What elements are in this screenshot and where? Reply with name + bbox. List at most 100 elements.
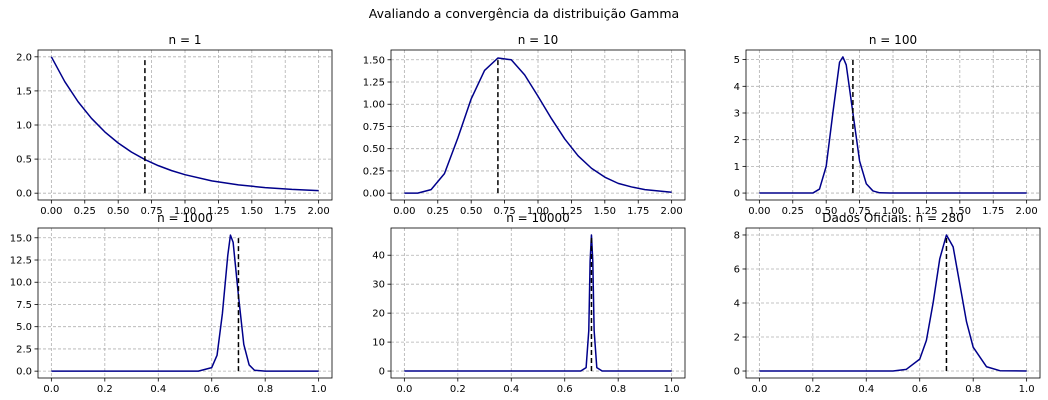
axes-frame	[37, 227, 333, 379]
x-tick-label: 0.25	[74, 206, 96, 217]
y-tick-label: 6	[734, 264, 740, 275]
y-tick-label: 10.0	[10, 278, 32, 289]
x-tick-label: 0.8	[965, 384, 981, 395]
x-tick-label: 1.00	[174, 206, 196, 217]
y-tick-label: 1.50	[363, 55, 385, 66]
x-tick-label: 1.25	[915, 206, 937, 217]
y-tick-label: 5	[734, 55, 740, 66]
chart-title: n = 10000	[506, 211, 569, 225]
x-tick-label: 0.6	[204, 384, 220, 395]
y-tick-label: 4	[734, 299, 740, 310]
axes-frame	[390, 49, 686, 201]
y-tick-label: 1.00	[363, 100, 385, 111]
x-tick-label: 0.6	[912, 384, 928, 395]
y-tick-label: 8	[734, 230, 740, 241]
y-tick-label: 0	[734, 367, 740, 378]
x-tick-label: 1.50	[241, 206, 263, 217]
x-tick-label: 1.00	[882, 206, 904, 217]
y-tick-label: 0.0	[16, 367, 32, 378]
plot-area	[38, 228, 332, 378]
x-tick-label: 1.75	[982, 206, 1004, 217]
y-tick-label: 1	[734, 162, 740, 173]
x-tick-label: 0.8	[257, 384, 273, 395]
y-tick-label: 7.5	[16, 300, 32, 311]
y-tick-label: 0.25	[363, 166, 385, 177]
y-tick-label: 1.0	[16, 121, 32, 132]
x-tick-label: 0.4	[503, 384, 519, 395]
x-tick-label: 0.50	[107, 206, 129, 217]
x-tick-label: 2.00	[1016, 206, 1038, 217]
x-tick-label: 0.2	[805, 384, 821, 395]
series-line	[759, 234, 1027, 372]
y-tick-label: 4	[734, 82, 740, 93]
y-tick-label: 30	[372, 280, 385, 291]
chart-title: n = 10	[518, 33, 559, 47]
plot-area	[391, 228, 685, 378]
y-tick-label: 2.5	[16, 344, 32, 355]
x-tick-label: 0.75	[493, 206, 515, 217]
x-tick-label: 0.0	[43, 384, 59, 395]
series-line	[759, 56, 1027, 194]
x-tick-label: 0.2	[97, 384, 113, 395]
x-tick-label: 1.75	[274, 206, 296, 217]
x-tick-label: 2.00	[661, 206, 683, 217]
series-line	[51, 234, 319, 372]
y-tick-label: 2.0	[16, 52, 32, 63]
y-tick-label: 10	[372, 338, 385, 349]
chart-panel-5: 0.0 0.2 0.4 0.6 0.8 1.0 0 10 20 30 40 n = 10000	[372, 211, 686, 395]
chart-panel-1: 0.00 0.25 0.50 0.75 1.00 1.25 1.50 1.75 2.00 0.0 0…	[16, 33, 333, 217]
x-tick-label: 1.50	[594, 206, 616, 217]
x-tick-label: 0.25	[782, 206, 804, 217]
y-tick-label: 5.0	[16, 322, 32, 333]
series-line	[404, 57, 672, 194]
x-tick-label: 0.75	[848, 206, 870, 217]
x-tick-label: 1.0	[311, 384, 327, 395]
chart-panel-6: 0.0 0.2 0.4 0.6 0.8 1.0 0 2 4 6 8 Dados Oficiais: n…	[734, 211, 1041, 395]
x-tick-label: 0.8	[610, 384, 626, 395]
y-tick-label: 0.75	[363, 122, 385, 133]
x-tick-label: 0.2	[450, 384, 466, 395]
x-tick-label: 0.00	[40, 206, 62, 217]
y-tick-label: 0	[734, 189, 740, 200]
y-tick-label: 15.0	[10, 233, 32, 244]
axes-frame	[745, 227, 1041, 379]
x-tick-label: 1.00	[527, 206, 549, 217]
x-tick-label: 1.25	[560, 206, 582, 217]
chart-title: Dados Oficiais: n = 280	[822, 211, 964, 225]
chart-panel-2: 0.00 0.25 0.50 0.75 1.00 1.25 1.50 1.75 2.00 0.00…	[363, 33, 686, 217]
x-tick-label: 0.75	[140, 206, 162, 217]
chart-title: n = 100	[869, 33, 917, 47]
x-tick-label: 0.4	[858, 384, 874, 395]
x-tick-label: 0.0	[396, 384, 412, 395]
x-tick-label: 0.50	[815, 206, 837, 217]
x-tick-label: 0.0	[751, 384, 767, 395]
y-tick-label: 12.5	[10, 256, 32, 267]
x-tick-label: 0.50	[460, 206, 482, 217]
x-tick-label: 0.00	[748, 206, 770, 217]
x-tick-label: 0.6	[557, 384, 573, 395]
axes-frame	[390, 227, 686, 379]
y-tick-label: 2	[734, 135, 740, 146]
y-tick-label: 2	[734, 333, 740, 344]
y-tick-label: 0	[379, 367, 385, 378]
y-tick-label: 0.50	[363, 144, 385, 155]
chart-title: n = 1	[169, 33, 202, 47]
chart-panel-3: 0.00 0.25 0.50 0.75 1.00 1.25 1.50 1.75 2.00 0 1 2 3…	[734, 33, 1041, 217]
x-tick-label: 0.4	[150, 384, 166, 395]
x-tick-label: 1.0	[664, 384, 680, 395]
y-tick-label: 0.00	[363, 189, 385, 200]
x-tick-label: 1.50	[949, 206, 971, 217]
y-tick-label: 1.5	[16, 86, 32, 97]
y-tick-label: 0.0	[16, 189, 32, 200]
figure-suptitle: Avaliando a convergência da distribuição…	[369, 6, 679, 21]
y-tick-label: 1.25	[363, 78, 385, 89]
chart-title: n = 1000	[157, 211, 213, 225]
x-tick-label: 1.0	[1019, 384, 1035, 395]
x-tick-label: 0.00	[393, 206, 415, 217]
chart-panel-4: 0.0 0.2 0.4 0.6 0.8 1.0 0.0 2.5 5.0 7.5 10.0 12.5 15…	[10, 211, 333, 395]
y-tick-label: 40	[372, 251, 385, 262]
y-tick-label: 3	[734, 108, 740, 119]
y-tick-label: 0.5	[16, 155, 32, 166]
x-tick-label: 0.25	[427, 206, 449, 217]
